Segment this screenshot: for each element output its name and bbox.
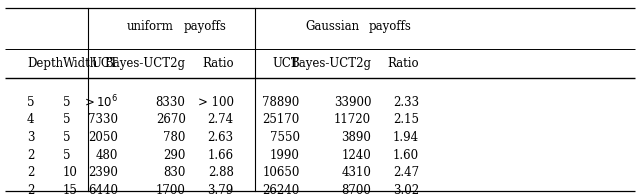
Text: UCT: UCT: [92, 57, 118, 70]
Text: 830: 830: [163, 166, 186, 179]
Text: 5: 5: [27, 96, 35, 109]
Text: 5: 5: [63, 113, 70, 126]
Text: 5: 5: [63, 96, 70, 109]
Text: payoffs: payoffs: [369, 20, 412, 33]
Text: 2.74: 2.74: [207, 113, 234, 126]
Text: 480: 480: [96, 149, 118, 161]
Text: UCT: UCT: [273, 57, 300, 70]
Text: 1990: 1990: [269, 149, 300, 161]
Text: 2: 2: [27, 149, 35, 161]
Text: 8330: 8330: [156, 96, 186, 109]
Text: payoffs: payoffs: [184, 20, 226, 33]
Text: 78890: 78890: [262, 96, 300, 109]
Text: 5: 5: [63, 131, 70, 144]
Text: 2: 2: [27, 166, 35, 179]
Text: 6440: 6440: [88, 184, 118, 195]
Text: 2.88: 2.88: [208, 166, 234, 179]
Text: 33900: 33900: [333, 96, 371, 109]
Text: 10650: 10650: [262, 166, 300, 179]
Text: 2390: 2390: [88, 166, 118, 179]
Text: Width: Width: [63, 57, 98, 70]
Text: 1700: 1700: [156, 184, 186, 195]
Text: 2.33: 2.33: [393, 96, 419, 109]
Text: 4310: 4310: [341, 166, 371, 179]
Text: 2.63: 2.63: [207, 131, 234, 144]
Text: 26240: 26240: [262, 184, 300, 195]
Text: 1.66: 1.66: [207, 149, 234, 161]
Text: 780: 780: [163, 131, 186, 144]
Text: 2670: 2670: [156, 113, 186, 126]
Text: 5: 5: [63, 149, 70, 161]
Text: 2050: 2050: [88, 131, 118, 144]
Text: 3890: 3890: [341, 131, 371, 144]
Text: Depth: Depth: [27, 57, 63, 70]
Text: 11720: 11720: [334, 113, 371, 126]
Text: 8700: 8700: [341, 184, 371, 195]
Text: uniform: uniform: [127, 20, 174, 33]
Text: 15: 15: [63, 184, 77, 195]
Text: Ratio: Ratio: [388, 57, 419, 70]
Text: 2.47: 2.47: [393, 166, 419, 179]
Text: 1240: 1240: [342, 149, 371, 161]
Text: 1.60: 1.60: [393, 149, 419, 161]
Text: 3: 3: [27, 131, 35, 144]
Text: 3.02: 3.02: [393, 184, 419, 195]
Text: 290: 290: [163, 149, 186, 161]
Text: 1.94: 1.94: [393, 131, 419, 144]
Text: 2: 2: [27, 184, 35, 195]
Text: Bayes-UCT2g: Bayes-UCT2g: [290, 57, 371, 70]
Text: Ratio: Ratio: [202, 57, 234, 70]
Text: 2.15: 2.15: [393, 113, 419, 126]
Text: 25170: 25170: [262, 113, 300, 126]
Text: 3.79: 3.79: [207, 184, 234, 195]
Text: 7550: 7550: [269, 131, 300, 144]
Text: 10: 10: [63, 166, 77, 179]
Text: 7330: 7330: [88, 113, 118, 126]
Text: > 100: > 100: [198, 96, 234, 109]
Text: 4: 4: [27, 113, 35, 126]
Text: Bayes-UCT2g: Bayes-UCT2g: [104, 57, 186, 70]
Text: Gaussian: Gaussian: [306, 20, 360, 33]
Text: $> 10^6$: $> 10^6$: [82, 94, 118, 111]
